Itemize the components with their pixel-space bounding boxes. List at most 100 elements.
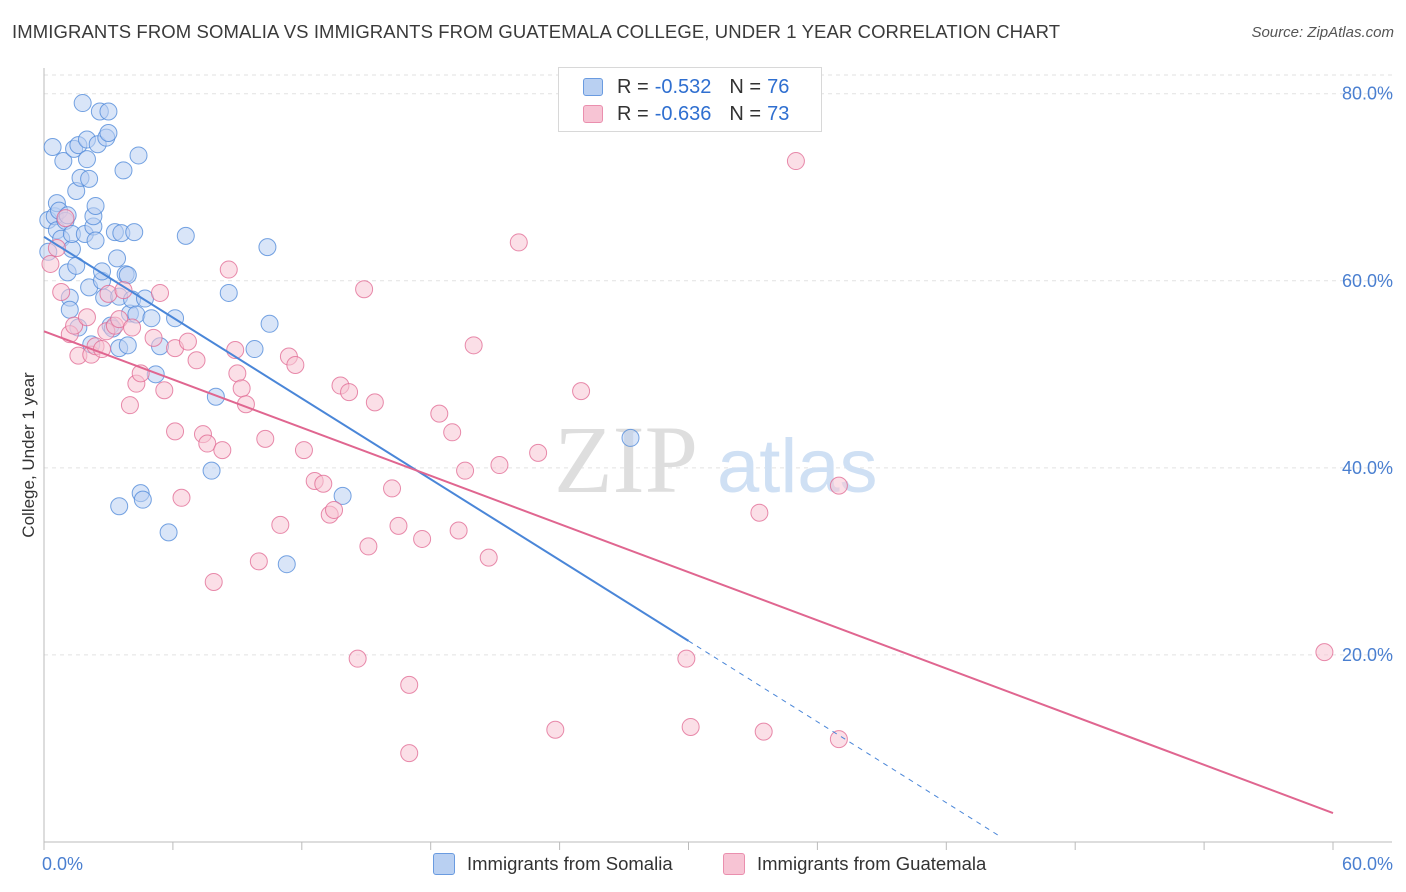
- point-guatemala: [41, 254, 60, 273]
- tick-labels: 20.0% 40.0% 60.0% 80.0% 0.0% 60.0%: [42, 84, 1393, 874]
- legend-n-value-guatemala: 73: [767, 102, 790, 125]
- point-guatemala: [479, 548, 498, 567]
- point-somalia: [54, 152, 73, 171]
- point-guatemala: [56, 209, 75, 228]
- point-somalia: [245, 340, 264, 359]
- point-guatemala: [529, 443, 548, 462]
- point-somalia: [43, 138, 62, 157]
- legend-swatch-guatemala: [583, 105, 603, 123]
- point-guatemala: [754, 722, 773, 741]
- legend-row-guatemala: R = -0.636 N = 73: [583, 102, 789, 126]
- y-tick-label: 40.0%: [1342, 458, 1393, 478]
- point-guatemala: [294, 441, 313, 460]
- point-somalia: [86, 231, 105, 250]
- point-guatemala: [509, 233, 528, 252]
- legend-swatch-guatemala: [723, 853, 745, 875]
- point-somalia: [142, 309, 161, 328]
- point-guatemala: [228, 364, 247, 383]
- legend-swatch-somalia: [433, 853, 455, 875]
- point-guatemala: [47, 239, 66, 258]
- chart-title: IMMIGRANTS FROM SOMALIA VS IMMIGRANTS FR…: [12, 21, 1061, 42]
- legend-n-value-somalia: 76: [767, 75, 790, 98]
- point-guatemala: [232, 379, 251, 398]
- point-somalia: [206, 387, 225, 406]
- point-guatemala: [1315, 643, 1334, 662]
- point-somalia: [176, 226, 195, 245]
- point-guatemala: [123, 318, 142, 337]
- legend-item-somalia: Immigrants from Somalia: [433, 852, 673, 876]
- point-somalia: [159, 523, 178, 542]
- point-guatemala: [249, 552, 268, 571]
- point-somalia: [77, 150, 96, 169]
- point-somalia: [86, 196, 105, 215]
- point-guatemala: [443, 423, 462, 442]
- point-guatemala: [365, 393, 384, 412]
- point-guatemala: [490, 456, 509, 475]
- point-guatemala: [219, 260, 238, 279]
- trend-extension-somalia: [688, 640, 1001, 837]
- y-tick-label: 60.0%: [1342, 271, 1393, 291]
- point-guatemala: [389, 516, 408, 535]
- point-somalia: [202, 461, 221, 480]
- point-guatemala: [340, 383, 359, 402]
- legend-item-guatemala: Immigrants from Guatemala: [723, 852, 986, 876]
- point-guatemala: [359, 537, 378, 556]
- point-guatemala: [456, 461, 475, 480]
- point-guatemala: [77, 308, 96, 327]
- point-guatemala: [355, 280, 374, 299]
- point-guatemala: [572, 382, 591, 401]
- point-guatemala: [178, 332, 197, 351]
- legend-n-label: N =: [729, 75, 762, 98]
- point-somalia: [114, 161, 133, 180]
- point-guatemala: [144, 328, 163, 347]
- point-guatemala: [155, 381, 174, 400]
- grid-lines: [44, 74, 1392, 656]
- point-somalia: [129, 146, 148, 165]
- point-somalia: [260, 314, 279, 333]
- legend-r-value-guatemala: -0.636: [654, 102, 712, 125]
- series-guatemala: [41, 152, 1334, 763]
- trend-line-guatemala: [43, 330, 1334, 814]
- point-somalia: [73, 94, 92, 113]
- point-guatemala: [286, 355, 305, 374]
- point-guatemala: [198, 434, 217, 453]
- point-guatemala: [681, 717, 700, 736]
- point-somalia: [108, 249, 127, 268]
- legend-n-label: N =: [729, 102, 762, 125]
- point-guatemala: [204, 572, 223, 591]
- point-somalia: [99, 102, 118, 121]
- point-guatemala: [546, 720, 565, 739]
- point-guatemala: [99, 284, 118, 303]
- point-somalia: [118, 336, 137, 355]
- watermark-atlas: atlas: [717, 424, 878, 509]
- point-guatemala: [151, 283, 170, 302]
- legend-label-somalia: Immigrants from Somalia: [467, 853, 673, 874]
- point-guatemala: [110, 310, 129, 329]
- watermark-zip: ZIP: [554, 406, 698, 513]
- point-guatemala: [383, 479, 402, 498]
- point-somalia: [118, 266, 137, 285]
- point-guatemala: [187, 351, 206, 370]
- point-guatemala: [829, 476, 848, 495]
- point-guatemala: [400, 744, 419, 763]
- correlation-legend: R = -0.532 N = 76 R = -0.636 N = 73: [558, 67, 822, 132]
- point-guatemala: [172, 488, 191, 507]
- legend-row-somalia: R = -0.532 N = 76: [583, 75, 789, 99]
- point-somalia: [333, 486, 352, 505]
- legend-r-label: R =: [617, 102, 649, 125]
- point-guatemala: [348, 649, 367, 668]
- point-somalia: [621, 428, 640, 447]
- point-guatemala: [314, 474, 333, 493]
- point-guatemala: [325, 500, 344, 519]
- legend-swatch-somalia: [583, 78, 603, 96]
- x-tick-label: 60.0%: [1342, 854, 1393, 874]
- point-somalia: [219, 283, 238, 302]
- point-guatemala: [750, 503, 769, 522]
- point-guatemala: [213, 441, 232, 460]
- point-guatemala: [677, 649, 696, 668]
- point-guatemala: [400, 675, 419, 694]
- point-somalia: [80, 169, 99, 188]
- point-guatemala: [430, 404, 449, 423]
- point-somalia: [99, 123, 118, 142]
